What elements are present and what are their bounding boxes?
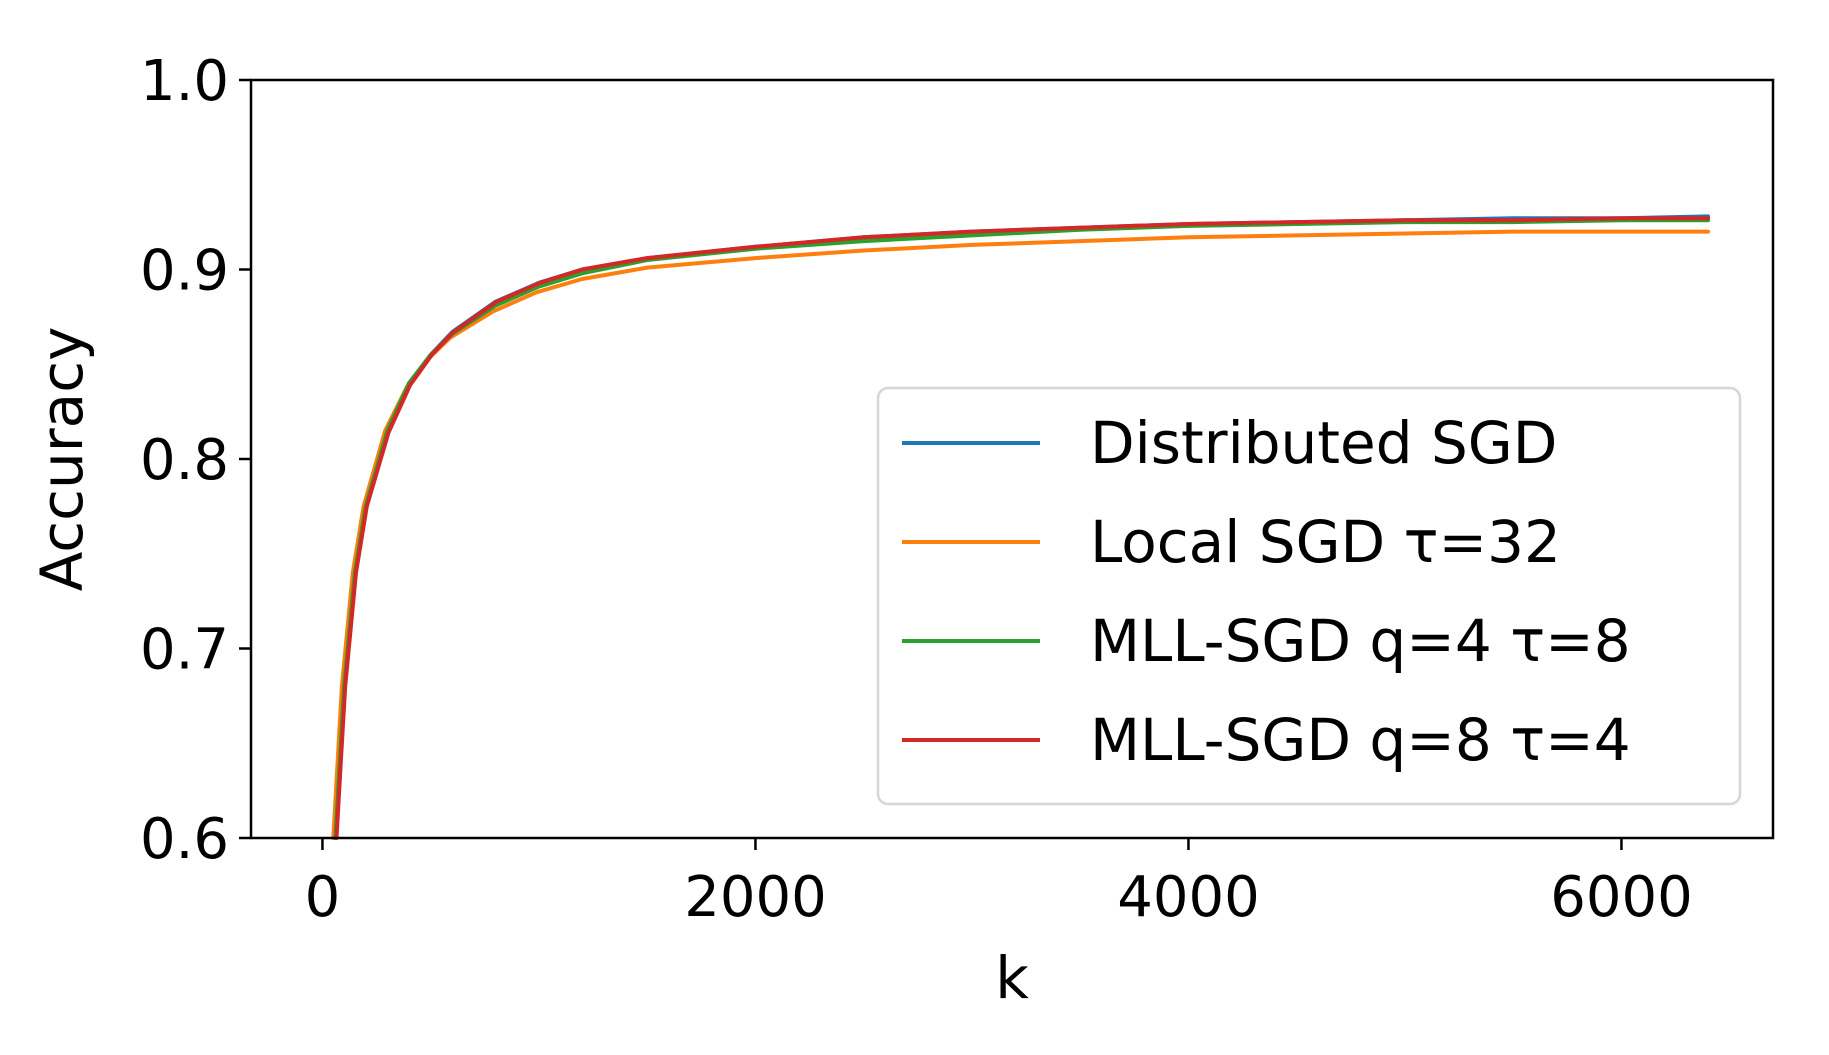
legend-label-0: Distributed SGD bbox=[1090, 409, 1557, 477]
x-tick-label-2: 4000 bbox=[1117, 865, 1260, 930]
y-tick-label-0: 0.6 bbox=[140, 807, 229, 872]
x-axis-label: k bbox=[995, 944, 1029, 1012]
legend: Distributed SGD Local SGD τ=32 MLL-SGD q=4… bbox=[876, 386, 1742, 806]
legend-label-2: MLL-SGD q=4 τ=8 bbox=[1090, 607, 1631, 675]
legend-label-1: Local SGD τ=32 bbox=[1090, 508, 1561, 576]
y-tick-label-4: 1.0 bbox=[140, 49, 229, 114]
series-line-1 bbox=[331, 229, 1710, 840]
y-tick-label-3: 0.9 bbox=[140, 239, 229, 304]
x-axis-ticks: 0 2000 4000 6000 bbox=[305, 838, 1693, 930]
series-line-3 bbox=[334, 216, 1710, 840]
x-tick-label-3: 6000 bbox=[1550, 865, 1693, 930]
x-tick-label-1: 2000 bbox=[684, 865, 827, 930]
y-tick-label-2: 0.8 bbox=[140, 428, 229, 493]
plot-lines bbox=[331, 214, 1710, 840]
y-axis-label: Accuracy bbox=[28, 327, 96, 592]
y-axis-ticks: 0.6 0.7 0.8 0.9 1.0 bbox=[140, 49, 251, 872]
x-tick-label-0: 0 bbox=[305, 865, 341, 930]
y-tick-label-1: 0.7 bbox=[140, 618, 229, 683]
legend-label-3: MLL-SGD q=8 τ=4 bbox=[1090, 706, 1631, 774]
legend-box bbox=[876, 386, 1742, 806]
